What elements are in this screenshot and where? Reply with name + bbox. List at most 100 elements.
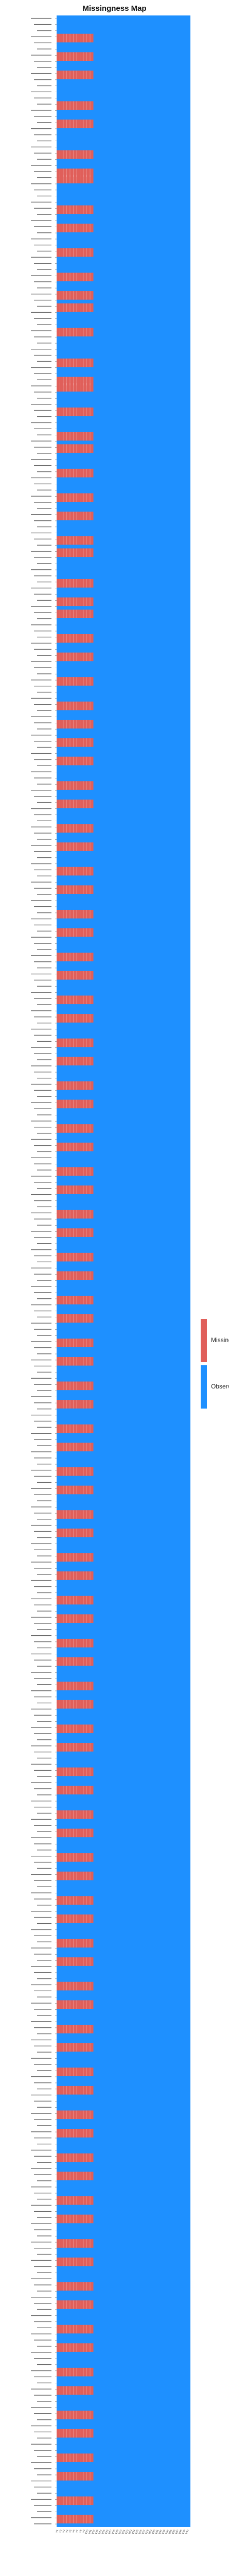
y-tick-label-mark [34, 704, 51, 705]
y-tick-label-mark [31, 1139, 51, 1140]
y-tick-label-mark [31, 1010, 51, 1011]
y-tick-label-mark [34, 1917, 51, 1918]
missing-cell [57, 1982, 94, 1991]
y-tick-label-mark [37, 1243, 51, 1244]
y-tick-label-mark [37, 416, 51, 417]
missing-cell [57, 1510, 94, 1519]
y-tick-label-mark [34, 336, 51, 337]
missing-cell [57, 1743, 94, 1752]
y-tick-label-mark [37, 1041, 51, 1042]
missing-cell [57, 469, 94, 478]
y-tick-label-mark [37, 1941, 51, 1942]
missing-cell [57, 2067, 94, 2076]
y-tick-label-mark [34, 465, 51, 466]
missing-cell [57, 303, 94, 312]
y-tick-label-mark [34, 1843, 51, 1844]
y-tick-label-mark [31, 2315, 51, 2316]
missing-cell [57, 800, 94, 808]
y-tick-label-mark [34, 520, 51, 521]
missing-cell [57, 2239, 94, 2248]
missing-cell [57, 1039, 94, 1047]
y-tick-label-mark [31, 1065, 51, 1066]
y-tick-label-mark [34, 1733, 51, 1734]
missing-cell [57, 34, 94, 43]
y-tick-label-mark [31, 312, 51, 313]
x-tick-label: V40 [185, 2529, 189, 2535]
y-tick-label-mark [31, 1690, 51, 1691]
y-tick-label-mark [31, 900, 51, 901]
missing-cell [57, 842, 94, 851]
y-tick-label-mark [31, 1378, 51, 1379]
y-tick-label-mark [31, 1966, 51, 1967]
y-tick-label-mark [31, 1194, 51, 1195]
y-tick-label-mark [34, 1880, 51, 1881]
y-tick-label-mark [31, 459, 51, 460]
missing-cell [57, 702, 94, 710]
y-tick-label-mark [37, 1427, 51, 1428]
missing-cell [57, 609, 94, 618]
missing-cell [57, 548, 94, 557]
y-tick-label-mark [34, 1108, 51, 1109]
missing-cell [57, 885, 94, 894]
y-tick-label-mark [37, 802, 51, 803]
y-tick-label-mark [31, 863, 51, 864]
missing-cell [57, 953, 94, 961]
y-tick-label-mark [34, 1347, 51, 1348]
y-tick-label-mark [31, 1047, 51, 1048]
y-tick-label-mark [37, 2235, 51, 2236]
y-tick-label-mark [37, 1886, 51, 1887]
y-tick-label-mark [37, 1353, 51, 1354]
y-tick-label-mark [37, 177, 51, 178]
missing-cell [57, 493, 94, 502]
y-tick-label-mark [31, 220, 51, 221]
y-tick-label-mark [31, 1451, 51, 1452]
y-tick-label-mark [31, 2076, 51, 2077]
y-tick-label-mark [31, 1764, 51, 1765]
y-tick-label-mark [37, 545, 51, 546]
y-tick-label-mark [37, 2180, 51, 2181]
missing-cell [57, 2154, 94, 2162]
missing-cell [57, 2000, 94, 2009]
y-tick-label-mark [31, 1837, 51, 1838]
missing-cell [57, 408, 94, 416]
y-tick-label-mark [37, 1004, 51, 1005]
missing-cell [57, 738, 94, 747]
missing-cell [57, 1272, 94, 1280]
missing-cell [57, 2196, 94, 2205]
y-tick-label-mark [31, 257, 51, 258]
legend-label-observed: Observed [211, 1383, 229, 1390]
y-tick-label-mark [31, 716, 51, 717]
missing-cell [57, 224, 94, 232]
missing-cell [57, 634, 94, 643]
y-tick-label-mark [31, 955, 51, 956]
y-tick-label-mark [37, 1794, 51, 1795]
legend: Missing ( Observed [201, 1319, 229, 1412]
missing-cell [57, 653, 94, 662]
y-tick-label-mark [31, 2370, 51, 2371]
y-tick-label-mark [37, 2217, 51, 2218]
missing-cell [57, 273, 94, 281]
y-tick-label-mark [34, 2266, 51, 2267]
missing-cell [57, 928, 94, 937]
y-tick-label-mark [37, 471, 51, 472]
y-tick-label-mark [34, 410, 51, 411]
missing-cell [57, 120, 94, 128]
y-tick-label-mark [31, 1745, 51, 1746]
missing-cell [57, 2515, 94, 2523]
missing-cell [57, 1486, 94, 1495]
y-tick-label-mark [31, 367, 51, 368]
y-tick-label-mark [31, 2205, 51, 2206]
y-tick-label-mark [34, 1402, 51, 1403]
y-tick-label-mark [37, 1445, 51, 1446]
missing-cell [57, 2300, 94, 2309]
y-tick-label-mark [37, 600, 51, 601]
y-tick-label-mark [37, 655, 51, 656]
y-tick-label-mark [31, 1874, 51, 1875]
missing-cell [57, 359, 94, 367]
y-tick-label-mark [37, 986, 51, 987]
y-tick-label-mark [34, 1016, 51, 1017]
y-tick-label-mark [34, 226, 51, 227]
missing-cell [57, 150, 94, 159]
missing-cell [57, 1682, 94, 1690]
y-tick-label-mark [37, 2364, 51, 2365]
